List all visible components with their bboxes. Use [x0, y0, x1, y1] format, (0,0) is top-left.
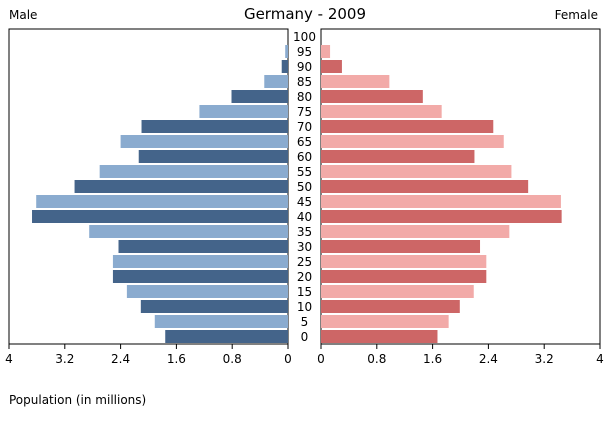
age-label-15: 15 [297, 285, 312, 299]
male-x-axis: 4 3.2 2.4 1.6 0.8 0 [5, 344, 292, 366]
male-bar-80 [231, 90, 288, 103]
age-label-40: 40 [297, 210, 312, 224]
age-label-65: 65 [297, 135, 312, 149]
female-bar-40 [321, 210, 562, 223]
male-tick-label: 0 [284, 352, 292, 366]
male-bar-70 [141, 120, 288, 133]
male-bar-85 [264, 75, 288, 88]
age-label-35: 35 [297, 225, 312, 239]
male-bar-25 [112, 255, 289, 268]
age-label-85: 85 [297, 75, 312, 89]
female-bar-25 [321, 255, 487, 268]
age-label-50: 50 [297, 180, 312, 194]
female-tick-label: 0.8 [367, 352, 386, 366]
age-label-90: 90 [297, 60, 312, 74]
female-bar-0 [321, 330, 438, 343]
chart-title: Germany - 2009 [244, 5, 366, 23]
male-bar-35 [89, 225, 289, 238]
age-labels: 0510152025303540455055606570758085909510… [293, 30, 316, 344]
male-bar-90 [281, 60, 288, 73]
male-bar-60 [138, 150, 288, 163]
female-bar-35 [321, 225, 510, 238]
age-label-25: 25 [297, 255, 312, 269]
age-label-55: 55 [297, 165, 312, 179]
female-x-axis: 0 0.8 1.6 2.4 3.2 4 [317, 344, 604, 366]
male-bar-0 [165, 330, 288, 343]
male-tick-label: 3.2 [55, 352, 74, 366]
female-bars [321, 45, 562, 343]
male-tick-label: 4 [5, 352, 13, 366]
female-bar-55 [321, 165, 512, 178]
male-bar-20 [112, 270, 289, 283]
male-bar-40 [32, 210, 288, 223]
age-label-0: 0 [301, 330, 309, 344]
male-bar-45 [36, 195, 289, 208]
female-bar-30 [321, 240, 481, 253]
x-axis-label: Population (in millions) [9, 393, 146, 407]
age-label-95: 95 [297, 45, 312, 59]
female-bar-85 [321, 75, 390, 88]
female-bar-15 [321, 285, 474, 298]
male-bar-55 [99, 165, 288, 178]
age-label-5: 5 [301, 315, 309, 329]
age-label-10: 10 [297, 300, 312, 314]
female-tick-label: 3.2 [535, 352, 554, 366]
male-bar-10 [140, 300, 288, 313]
male-tick-label: 0.8 [223, 352, 242, 366]
male-bar-95 [285, 45, 288, 58]
female-tick-label: 2.4 [479, 352, 498, 366]
female-bar-50 [321, 180, 529, 193]
female-bar-90 [321, 60, 342, 73]
male-bar-75 [199, 105, 288, 118]
male-tick-label: 2.4 [111, 352, 130, 366]
male-bars [32, 45, 289, 343]
age-label-60: 60 [297, 150, 312, 164]
age-label-70: 70 [297, 120, 312, 134]
female-bar-45 [321, 195, 561, 208]
age-label-20: 20 [297, 270, 312, 284]
female-tick-label: 4 [596, 352, 604, 366]
male-tick-label: 1.6 [167, 352, 186, 366]
age-label-45: 45 [297, 195, 312, 209]
age-label-100: 100 [293, 30, 316, 44]
female-bar-75 [321, 105, 442, 118]
age-label-80: 80 [297, 90, 312, 104]
female-bar-65 [321, 135, 504, 148]
male-bar-5 [154, 315, 288, 328]
female-bar-60 [321, 150, 475, 163]
male-bar-30 [118, 240, 288, 253]
age-label-30: 30 [297, 240, 312, 254]
male-bar-15 [126, 285, 288, 298]
male-bar-50 [74, 180, 288, 193]
female-bar-10 [321, 300, 460, 313]
male-label: Male [9, 8, 37, 22]
male-bar-65 [120, 135, 288, 148]
age-label-75: 75 [297, 105, 312, 119]
female-bar-95 [321, 45, 331, 58]
female-label: Female [555, 8, 598, 22]
female-tick-label: 1.6 [423, 352, 442, 366]
female-bar-5 [321, 315, 449, 328]
female-tick-label: 0 [317, 352, 325, 366]
female-bar-70 [321, 120, 494, 133]
female-bar-20 [321, 270, 487, 283]
female-bar-80 [321, 90, 423, 103]
